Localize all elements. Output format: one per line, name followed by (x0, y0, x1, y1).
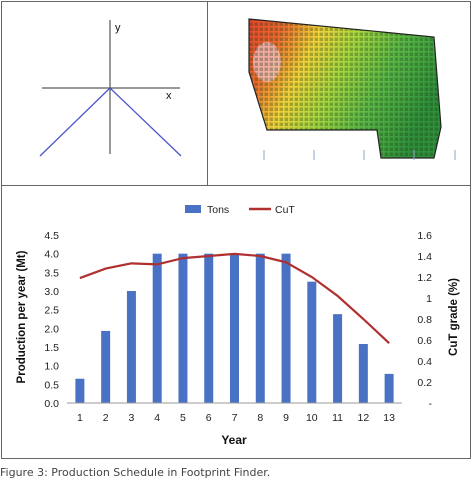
cone-left-edge (39, 87, 111, 157)
bar-tons-year-6 (204, 253, 214, 403)
x-tick-label: 1 (77, 412, 83, 424)
left-tick-label: 2.0 (44, 323, 59, 335)
footprint-map-panel (248, 18, 456, 160)
right-tick-label: 1.2 (417, 272, 432, 284)
bar-tons-year-10 (307, 281, 317, 403)
bar-tons-year-8 (255, 253, 265, 403)
right-tick-label: 0.6 (417, 335, 432, 347)
y-axis-label: y (115, 22, 121, 34)
legend-swatch-tons (185, 205, 201, 213)
panel-divider-vertical (207, 1, 208, 185)
bar-tons-year-4 (152, 253, 162, 403)
x-axis-label: x (166, 90, 172, 102)
left-axis-title: Production per year (Mt) (16, 250, 28, 383)
x-axis-title: Year (221, 433, 247, 447)
bar-tons-year-3 (126, 291, 136, 403)
panel-divider-horizontal (1, 185, 471, 186)
right-tick-label: - (429, 398, 433, 410)
left-tick-label: 1.5 (44, 342, 59, 354)
right-tick-label: 0.8 (417, 314, 432, 326)
production-schedule-chart: Tons CuT 0.00.51.01.52.02.53.03.54.04.5 … (16, 204, 460, 447)
right-tick-label: 1 (426, 293, 432, 305)
map-grid-ticks (263, 150, 456, 160)
figure-caption: Figure 3: Production Schedule in Footpri… (0, 466, 271, 479)
figure-frame (1, 1, 471, 459)
x-tick-label: 11 (332, 412, 343, 424)
grade-footprint (249, 19, 441, 158)
x-tick-label: 4 (154, 412, 160, 424)
left-tick-label: 4.5 (44, 230, 59, 242)
footprint-outline (248, 18, 442, 159)
right-tick-label: 0.2 (417, 377, 432, 389)
left-tick-label: 3.5 (44, 267, 59, 279)
right-tick-label: 0.4 (417, 356, 432, 368)
bar-tons-year-9 (281, 253, 291, 403)
x-tick-label: 7 (232, 412, 238, 424)
x-tick-label: 12 (358, 412, 370, 424)
bar-tons-year-1 (75, 378, 85, 403)
x-tick-label: 9 (283, 412, 289, 424)
left-axis-ticks: 0.0 0.5 1.0 1.5 2.0 2.5 3.0 3.5 4.0 4.5 (44, 230, 59, 410)
x-tick-label: 10 (306, 412, 318, 424)
legend-label-cut: CuT (275, 204, 295, 216)
left-tick-label: 3.0 (44, 286, 59, 298)
x-tick-label: 5 (180, 412, 186, 424)
left-tick-label: 2.5 (44, 305, 59, 317)
x-axis-ticks: 1 2 3 4 5 6 7 8 9 10 11 12 13 (77, 412, 395, 424)
x-tick-label: 6 (206, 412, 212, 424)
bar-tons-year-2 (101, 330, 111, 403)
right-tick-label: 1.6 (417, 230, 432, 242)
x-tick-label: 8 (257, 412, 263, 424)
left-tick-label: 1.0 (44, 361, 59, 373)
legend-label-tons: Tons (207, 204, 229, 216)
x-tick-label: 2 (103, 412, 109, 424)
cone-right-edge (109, 87, 182, 157)
right-tick-label: 1.4 (417, 251, 432, 263)
right-axis-ticks: - 0.2 0.4 0.6 0.8 1 1.2 1.4 1.6 (417, 230, 432, 410)
x-tick-label: 3 (129, 412, 135, 424)
bar-tons-year-11 (333, 314, 343, 403)
line-series-cut (79, 252, 390, 344)
left-tick-label: 0.5 (44, 379, 59, 391)
left-tick-label: 4.0 (44, 249, 59, 261)
bar-tons-year-5 (178, 253, 188, 403)
bar-series-tons (75, 253, 394, 403)
right-axis-title: CuT grade (%) (448, 278, 460, 356)
cone-axes-panel: y x (39, 20, 182, 157)
bar-tons-year-12 (358, 344, 368, 403)
x-tick-label: 13 (383, 412, 395, 424)
left-tick-label: 0.0 (44, 398, 59, 410)
bar-tons-year-7 (230, 253, 239, 403)
bar-tons-year-13 (384, 373, 394, 403)
chart-legend: Tons CuT (185, 204, 295, 216)
